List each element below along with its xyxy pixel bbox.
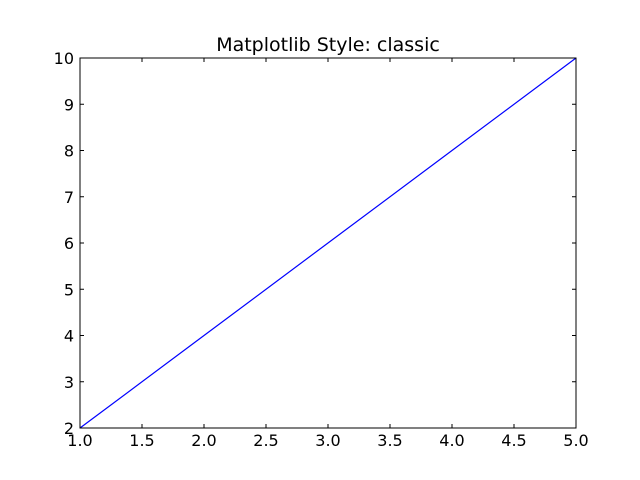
x-tick-label: 4.5 [501, 431, 526, 450]
y-tick-label: 5 [64, 280, 74, 299]
x-tick-label: 3.5 [377, 431, 402, 450]
axis-ticks: 1.0 1.5 2.0 2.5 3.0 3.5 4.0 4.5 5.0 2 3 4 5 6 7 8 9 10 [54, 49, 589, 450]
axes-frame [79, 57, 577, 429]
y-tick-label: 3 [64, 373, 74, 392]
y-tick-label: 9 [64, 95, 74, 114]
y-tick-label: 10 [54, 49, 74, 68]
y-tick-label: 8 [64, 142, 74, 161]
x-tick-label: 1.5 [129, 431, 154, 450]
x-tick-label: 5.0 [563, 431, 588, 450]
x-tick-label: 3.0 [315, 431, 340, 450]
plot-area [79, 57, 577, 429]
y-tick-label: 4 [64, 327, 74, 346]
x-tick-label: 4.0 [439, 431, 464, 450]
x-tick-label: 1.0 [67, 431, 92, 450]
x-tick-label: 2.0 [191, 431, 216, 450]
x-tick-label: 2.5 [253, 431, 278, 450]
chart-title: Matplotlib Style: classic [216, 34, 440, 56]
y-tick-label: 6 [64, 234, 74, 253]
y-tick-label: 7 [64, 188, 74, 207]
series-line-0 [79, 57, 577, 429]
y-tick-label: 2 [64, 419, 74, 438]
